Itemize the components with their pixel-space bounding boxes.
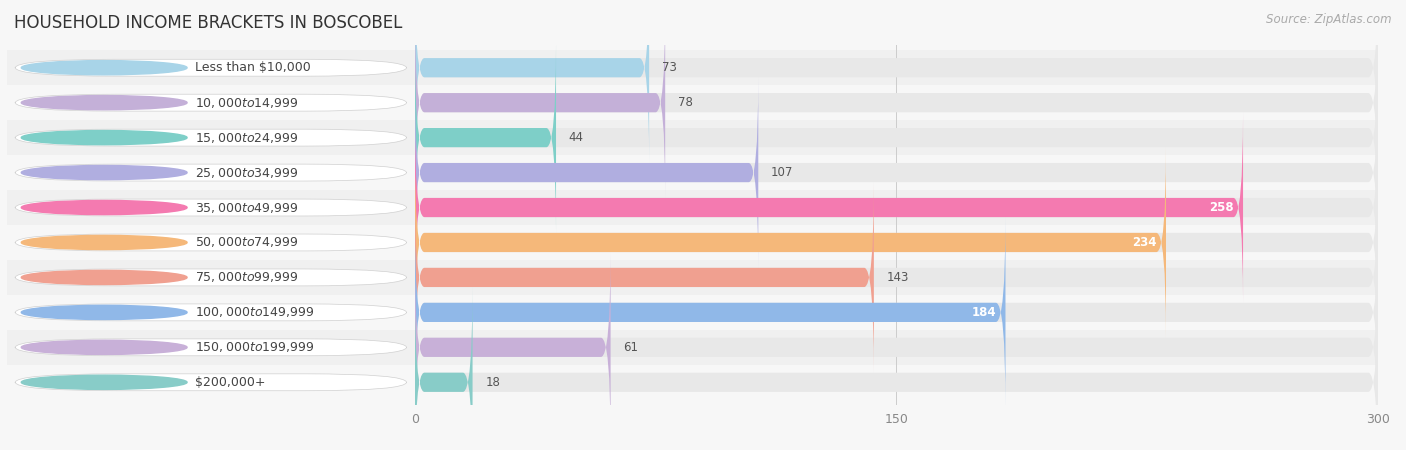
Circle shape bbox=[21, 340, 187, 355]
FancyBboxPatch shape bbox=[15, 199, 406, 216]
FancyBboxPatch shape bbox=[415, 217, 1005, 408]
FancyBboxPatch shape bbox=[415, 8, 1378, 198]
Circle shape bbox=[21, 305, 187, 320]
FancyBboxPatch shape bbox=[415, 182, 1378, 373]
Bar bbox=[7, 295, 415, 330]
FancyBboxPatch shape bbox=[415, 287, 1378, 450]
Bar bbox=[7, 190, 415, 225]
Circle shape bbox=[21, 166, 187, 180]
FancyBboxPatch shape bbox=[415, 112, 1378, 303]
FancyBboxPatch shape bbox=[415, 0, 1378, 163]
Bar bbox=[415, 365, 1378, 400]
FancyBboxPatch shape bbox=[415, 0, 650, 163]
FancyBboxPatch shape bbox=[415, 217, 1378, 408]
Bar bbox=[415, 295, 1378, 330]
FancyBboxPatch shape bbox=[15, 94, 406, 111]
Bar bbox=[7, 120, 415, 155]
Text: $150,000 to $199,999: $150,000 to $199,999 bbox=[195, 340, 315, 354]
Circle shape bbox=[21, 235, 187, 250]
FancyBboxPatch shape bbox=[415, 147, 1378, 338]
Text: 234: 234 bbox=[1132, 236, 1156, 249]
FancyBboxPatch shape bbox=[415, 112, 1243, 303]
Text: $35,000 to $49,999: $35,000 to $49,999 bbox=[195, 201, 298, 215]
Circle shape bbox=[21, 375, 187, 389]
FancyBboxPatch shape bbox=[15, 164, 406, 181]
Circle shape bbox=[21, 95, 187, 110]
Text: $75,000 to $99,999: $75,000 to $99,999 bbox=[195, 270, 298, 284]
Text: $50,000 to $74,999: $50,000 to $74,999 bbox=[195, 235, 298, 249]
FancyBboxPatch shape bbox=[415, 42, 1378, 233]
Text: 73: 73 bbox=[662, 61, 676, 74]
Bar bbox=[415, 155, 1378, 190]
Text: Less than $10,000: Less than $10,000 bbox=[195, 61, 311, 74]
FancyBboxPatch shape bbox=[415, 77, 1378, 268]
FancyBboxPatch shape bbox=[415, 252, 610, 442]
Bar bbox=[7, 365, 415, 400]
Text: 184: 184 bbox=[972, 306, 995, 319]
Text: $200,000+: $200,000+ bbox=[195, 376, 266, 389]
Text: 258: 258 bbox=[1209, 201, 1233, 214]
Bar bbox=[7, 225, 415, 260]
Text: 78: 78 bbox=[678, 96, 693, 109]
Bar bbox=[415, 260, 1378, 295]
Circle shape bbox=[21, 200, 187, 215]
FancyBboxPatch shape bbox=[415, 8, 665, 198]
Text: $100,000 to $149,999: $100,000 to $149,999 bbox=[195, 306, 315, 320]
Text: $10,000 to $14,999: $10,000 to $14,999 bbox=[195, 96, 298, 110]
Bar bbox=[415, 225, 1378, 260]
Bar bbox=[7, 155, 415, 190]
FancyBboxPatch shape bbox=[415, 42, 555, 233]
FancyBboxPatch shape bbox=[15, 234, 406, 251]
FancyBboxPatch shape bbox=[15, 339, 406, 356]
Circle shape bbox=[21, 270, 187, 284]
FancyBboxPatch shape bbox=[15, 374, 406, 391]
Text: 107: 107 bbox=[770, 166, 793, 179]
FancyBboxPatch shape bbox=[15, 129, 406, 146]
Text: 143: 143 bbox=[887, 271, 910, 284]
FancyBboxPatch shape bbox=[415, 252, 1378, 442]
Text: 61: 61 bbox=[623, 341, 638, 354]
Bar bbox=[415, 85, 1378, 120]
Circle shape bbox=[21, 130, 187, 145]
FancyBboxPatch shape bbox=[415, 182, 875, 373]
Text: 18: 18 bbox=[485, 376, 501, 389]
Circle shape bbox=[21, 61, 187, 75]
Bar bbox=[7, 85, 415, 120]
Text: 44: 44 bbox=[569, 131, 583, 144]
Text: Source: ZipAtlas.com: Source: ZipAtlas.com bbox=[1267, 14, 1392, 27]
Text: $25,000 to $34,999: $25,000 to $34,999 bbox=[195, 166, 298, 180]
FancyBboxPatch shape bbox=[415, 147, 1166, 338]
Bar bbox=[415, 50, 1378, 85]
Bar bbox=[415, 190, 1378, 225]
Text: $15,000 to $24,999: $15,000 to $24,999 bbox=[195, 130, 298, 144]
Bar bbox=[7, 50, 415, 85]
Bar bbox=[7, 260, 415, 295]
FancyBboxPatch shape bbox=[15, 59, 406, 76]
FancyBboxPatch shape bbox=[415, 77, 758, 268]
FancyBboxPatch shape bbox=[415, 287, 472, 450]
FancyBboxPatch shape bbox=[15, 269, 406, 286]
Bar bbox=[7, 330, 415, 365]
FancyBboxPatch shape bbox=[15, 304, 406, 321]
Text: HOUSEHOLD INCOME BRACKETS IN BOSCOBEL: HOUSEHOLD INCOME BRACKETS IN BOSCOBEL bbox=[14, 14, 402, 32]
Bar bbox=[415, 330, 1378, 365]
Bar bbox=[415, 120, 1378, 155]
